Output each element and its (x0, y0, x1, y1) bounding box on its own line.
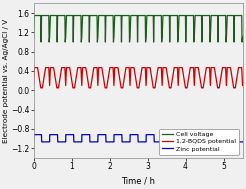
X-axis label: Time / h: Time / h (121, 177, 155, 186)
Cell voltage (79, 14, 82, 17)
Cell voltage (33, 14, 36, 17)
Cell voltage (95, 14, 98, 17)
1,2-BQDS potential (39, 87, 42, 89)
Zinc potential (32, 133, 35, 136)
Zinc potential (48, 141, 51, 143)
Cell voltage (80, 36, 83, 38)
Zinc potential (104, 133, 107, 136)
1,2-BQDS potential (84, 67, 87, 69)
Line: Zinc potential: Zinc potential (33, 135, 243, 142)
Line: 1,2-BQDS potential: 1,2-BQDS potential (33, 68, 243, 88)
Y-axis label: Electrode potential vs. Ag/AgCl / V: Electrode potential vs. Ag/AgCl / V (3, 19, 10, 143)
Zinc potential (32, 141, 35, 143)
Cell voltage (40, 41, 43, 43)
Zinc potential (128, 141, 131, 143)
1,2-BQDS potential (241, 84, 244, 87)
Zinc potential (72, 133, 75, 136)
1,2-BQDS potential (128, 84, 131, 87)
1,2-BQDS potential (80, 84, 83, 87)
1,2-BQDS potential (92, 67, 95, 69)
1,2-BQDS potential (229, 67, 232, 69)
1,2-BQDS potential (76, 67, 79, 69)
Zinc potential (144, 141, 147, 143)
Line: Cell voltage: Cell voltage (33, 15, 243, 42)
Cell voltage (232, 14, 235, 17)
Legend: Cell voltage, 1,2-BQDS potential, Zinc potential: Cell voltage, 1,2-BQDS potential, Zinc p… (159, 129, 239, 155)
1,2-BQDS potential (32, 84, 35, 87)
Cell voltage (32, 36, 35, 38)
Zinc potential (185, 133, 188, 136)
Cell voltage (88, 14, 91, 17)
Cell voltage (241, 36, 244, 38)
1,2-BQDS potential (33, 67, 36, 69)
Zinc potential (241, 141, 244, 143)
Cell voltage (128, 36, 131, 38)
